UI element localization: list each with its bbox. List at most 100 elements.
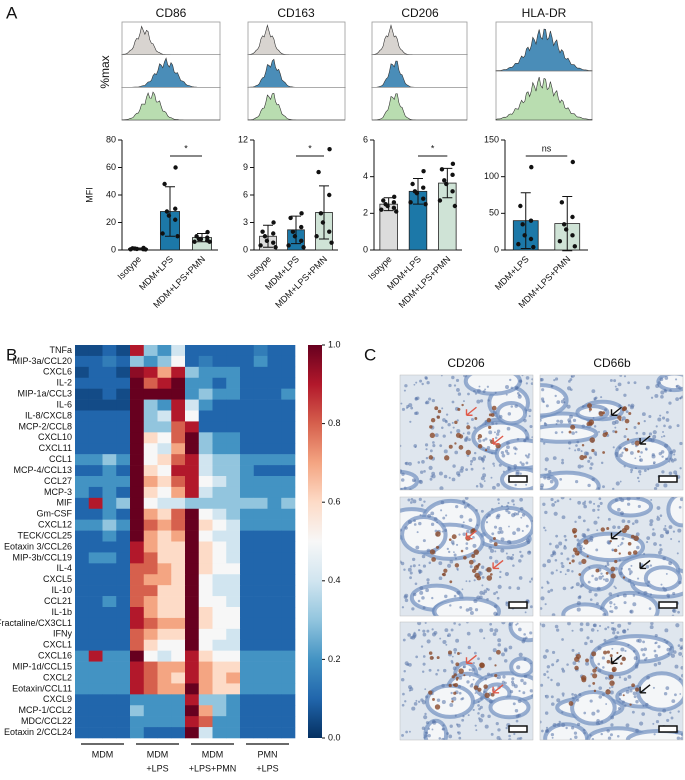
row-label: MCP-1/CCL2 xyxy=(18,705,72,715)
heatmap-cell xyxy=(130,552,145,564)
heatmap-cell xyxy=(130,410,145,422)
nucleus xyxy=(597,668,602,673)
heatmap-cell xyxy=(281,617,296,630)
image-frame xyxy=(399,374,534,491)
data-point xyxy=(421,168,426,174)
stained-cell xyxy=(580,675,587,681)
heatmap-cell xyxy=(253,716,268,728)
heatmap-cell xyxy=(157,705,172,717)
heatmap-cell xyxy=(143,552,158,564)
data-point xyxy=(173,217,178,222)
heatmap-cell xyxy=(281,443,296,455)
heatmap-cell xyxy=(88,377,103,389)
nucleus xyxy=(422,655,426,658)
nucleus xyxy=(598,686,603,690)
histogram-curve xyxy=(495,76,593,121)
nucleus xyxy=(444,628,449,633)
stained-cell xyxy=(434,406,439,411)
nucleus xyxy=(616,594,620,598)
nucleus xyxy=(483,690,486,694)
x-tick-label: Isotype xyxy=(115,254,143,282)
nucleus xyxy=(567,386,572,391)
nucleus xyxy=(517,511,520,514)
heatmap-cell xyxy=(88,541,103,553)
stained-cell xyxy=(578,573,582,576)
heatmap-cell xyxy=(157,388,172,400)
stained-cell xyxy=(493,542,498,547)
heatmap-cell xyxy=(102,672,117,684)
scale-bar xyxy=(658,601,678,609)
nucleus xyxy=(400,488,403,490)
nucleus xyxy=(634,457,637,460)
row-label: IL-6 xyxy=(56,399,72,409)
stained-cell xyxy=(622,576,626,579)
data-point xyxy=(450,161,456,167)
row-label: IFNy xyxy=(53,629,72,639)
nucleus xyxy=(481,584,484,587)
heatmap-cell xyxy=(143,519,158,531)
nucleus xyxy=(607,517,611,521)
stained-cell xyxy=(630,534,635,539)
heatmap-cell xyxy=(198,705,213,717)
nucleus xyxy=(650,396,654,399)
significance-label: * xyxy=(308,143,312,153)
nucleus xyxy=(433,517,438,521)
heatmap-cell xyxy=(267,541,282,553)
nucleus xyxy=(516,737,521,740)
nucleus xyxy=(497,638,502,643)
nucleus xyxy=(430,511,435,516)
heatmap-cell xyxy=(253,366,268,379)
heatmap-cell xyxy=(185,541,200,553)
stained-cell xyxy=(456,676,459,680)
nucleus xyxy=(678,386,682,390)
heatmap-cell xyxy=(198,366,213,379)
data-point xyxy=(557,239,563,244)
nucleus xyxy=(582,519,586,523)
nucleus xyxy=(556,682,561,687)
nucleus xyxy=(660,435,663,438)
heatmap-cell xyxy=(171,672,186,684)
ihc-image xyxy=(399,496,534,617)
heatmap-cell xyxy=(198,694,213,706)
nucleus xyxy=(518,379,523,383)
heatmap-cell xyxy=(198,497,213,510)
nucleus xyxy=(424,401,428,405)
nucleus xyxy=(637,504,641,508)
stained-cell xyxy=(457,407,461,411)
heatmap-cell xyxy=(143,432,158,444)
nucleus xyxy=(466,631,471,636)
heatmap-cell xyxy=(171,661,186,673)
nucleus xyxy=(478,667,482,671)
nucleus xyxy=(467,714,470,717)
heatmap-cell xyxy=(198,639,213,651)
heatmap-cell xyxy=(212,355,227,368)
heatmap-cell xyxy=(198,530,213,542)
nucleus xyxy=(642,705,645,707)
heatmap-cell xyxy=(226,519,241,531)
nucleus xyxy=(645,656,648,660)
nucleus xyxy=(545,729,549,733)
heatmap-cell xyxy=(102,716,117,728)
nucleus xyxy=(446,547,449,551)
arrow xyxy=(492,684,504,694)
heatmap-cell xyxy=(130,541,145,553)
nucleus xyxy=(573,693,577,697)
nucleus xyxy=(618,698,621,701)
nucleus xyxy=(604,578,609,583)
gland xyxy=(488,695,531,720)
stained-cell xyxy=(454,442,457,445)
heatmap-cell xyxy=(75,410,90,422)
nucleus xyxy=(668,471,673,476)
heatmap-cell xyxy=(157,366,172,379)
heatmap-cell xyxy=(226,650,241,662)
data-point xyxy=(528,218,534,223)
heatmap-cell xyxy=(240,650,255,662)
nucleus xyxy=(525,524,529,528)
group-label: MDM xyxy=(147,749,169,759)
nucleus xyxy=(414,411,418,416)
nucleus xyxy=(424,712,427,716)
nucleus xyxy=(525,409,528,412)
nucleus xyxy=(505,552,508,555)
nucleus xyxy=(542,400,546,404)
nucleus xyxy=(491,452,494,455)
